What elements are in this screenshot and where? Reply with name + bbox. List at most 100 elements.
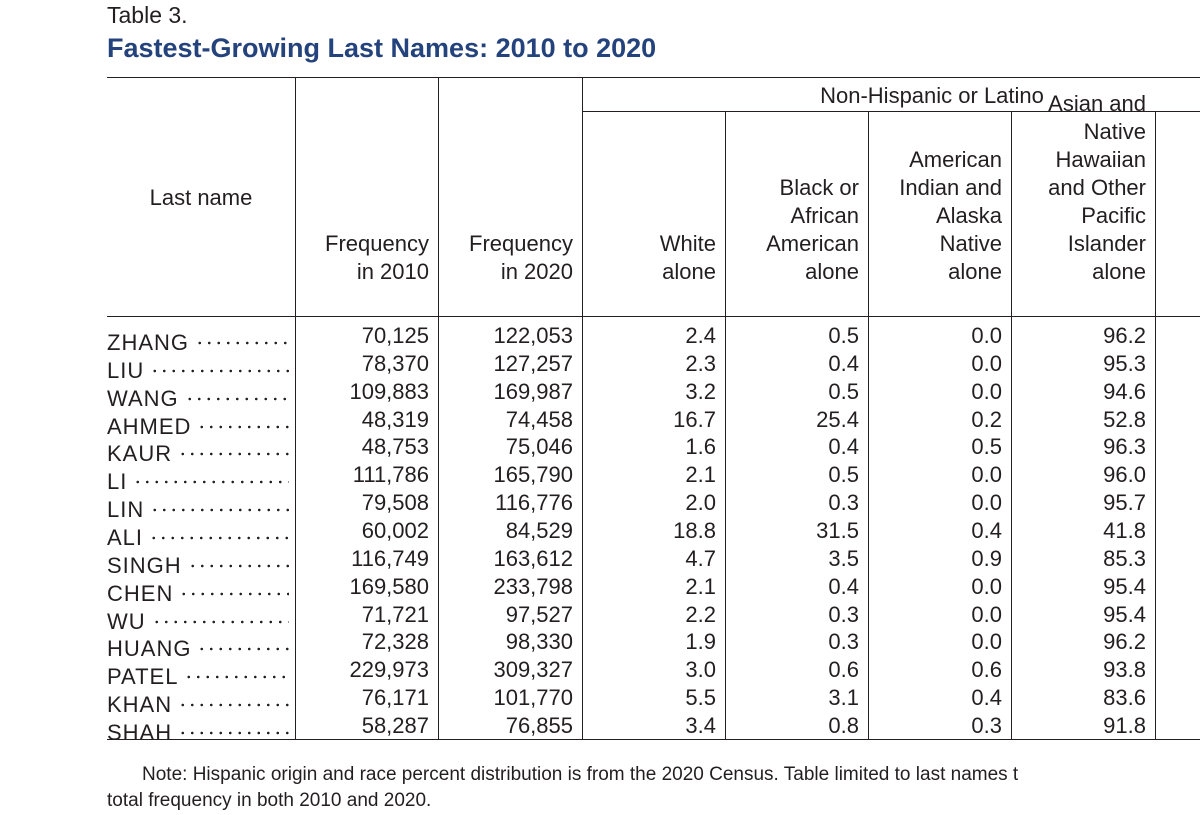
dot-leader [176,433,289,462]
table-cell: 0.4 [971,518,1002,544]
table-cell: 0.6 [971,657,1002,683]
table-cell: 2.0 [685,490,716,516]
table-cell: 25.4 [816,406,859,432]
rule [1155,111,1156,739]
table-cell: 0.6 [828,657,859,683]
table-cell: 3.0 [685,657,716,683]
table-cell: 111,786 [352,462,429,488]
table-cell: 0.5 [828,378,859,404]
table-cell: 233,798 [493,573,573,599]
table-cell: 0.0 [971,601,1002,627]
table-cell: 3.5 [828,545,859,571]
dot-leader [176,712,289,741]
row-name: ZHANG [107,322,291,355]
table-cell: 169,987 [493,378,573,404]
table-cell: 71,721 [361,601,429,627]
column-header: Islander [1067,231,1146,256]
table-cell: 58,287 [361,713,429,739]
rule [107,316,1200,317]
dot-leader [195,628,289,657]
table-cell: 0.2 [971,406,1002,432]
table-cell: 97,527 [505,601,573,627]
table-cell: 48,753 [361,434,429,460]
table-cell: 5.5 [685,685,716,711]
table-cell: 0.0 [971,490,1002,516]
table-title: Fastest-Growing Last Names: 2010 to 2020 [107,33,657,63]
column-header: Alaska [935,203,1002,228]
table-cell: 0.0 [971,629,1002,655]
table-cell: 2.1 [685,573,716,599]
row-name: SINGH [107,544,291,578]
table-cell: 41.8 [1103,518,1146,544]
dot-leader [182,656,289,685]
row-name: AHMED [107,405,291,439]
dot-leader [193,322,289,350]
table-cell: 2.2 [685,601,716,627]
dot-leader [177,572,289,601]
table-cell: 0.5 [971,434,1002,460]
last-name: PATEL [107,664,179,690]
dot-leader [148,489,289,518]
table-cell: 96.3 [1103,434,1146,460]
table-cell: 165,790 [493,462,573,488]
table-cell: 0.5 [828,323,859,348]
rule [107,739,1200,740]
last-name: WANG [107,385,179,411]
dot-leader [148,349,289,378]
dot-leader [131,461,289,490]
row-name: KHAN [107,684,291,717]
table-cell: 309,327 [493,657,573,683]
table-cell: 116,749 [351,545,429,571]
dot-leader [195,405,289,434]
rule [295,77,296,739]
rule [582,111,1200,112]
table-cell: 16.7 [673,406,716,432]
rule [438,77,439,739]
row-name: PATEL [107,656,291,689]
row-name: ALI [107,517,291,550]
last-name: LIU [107,357,145,383]
column-header: Native [1083,119,1146,144]
table-cell: 0.4 [828,350,859,376]
table-cell: 18.8 [673,518,716,544]
table-cell: 163,612 [493,545,573,571]
table-cell: 96.0 [1103,462,1146,488]
table-cell: 169,580 [349,573,429,599]
dot-leader [185,544,289,573]
table-cell: 83.6 [1103,685,1146,711]
note: Note: Hispanic origin and race percent d… [142,764,1019,785]
table-cell: 60,002 [361,518,429,544]
rule [582,77,583,739]
dot-leader [182,377,289,406]
table-cell: 1.9 [685,629,716,655]
table-cell: 0.0 [971,323,1002,348]
last-name: HUANG [107,636,192,662]
table-cell: 75,046 [505,434,573,460]
table-cell: 2.3 [685,350,716,376]
column-header: Native [939,231,1002,256]
column-header: Asian and [1048,91,1146,116]
column-header: alone [1092,259,1146,284]
row-name: LIN [107,489,291,522]
table-cell: 3.1 [828,685,859,711]
column-header: in 2020 [500,259,573,284]
table-cell: 52.8 [1103,406,1146,432]
column-header: African [790,203,859,228]
row-name: WANG [107,377,291,411]
table-cell: 91.8 [1103,713,1146,739]
column-header: American [766,231,859,256]
table-cell: 0.3 [971,713,1002,739]
row-name: SHAH [107,712,291,745]
dot-leader [176,684,289,713]
table-cell: 95.4 [1103,601,1146,627]
table-cell: 93.8 [1103,657,1146,683]
last-name: LI [107,469,128,495]
table-cell: 74,458 [505,406,573,432]
column-header: Frequency [325,231,429,256]
table-cell: 96.2 [1103,629,1146,655]
last-name: WU [107,608,146,634]
rule [1011,111,1012,739]
column-header: Last name [149,185,253,210]
table-cell: 2.1 [685,462,716,488]
